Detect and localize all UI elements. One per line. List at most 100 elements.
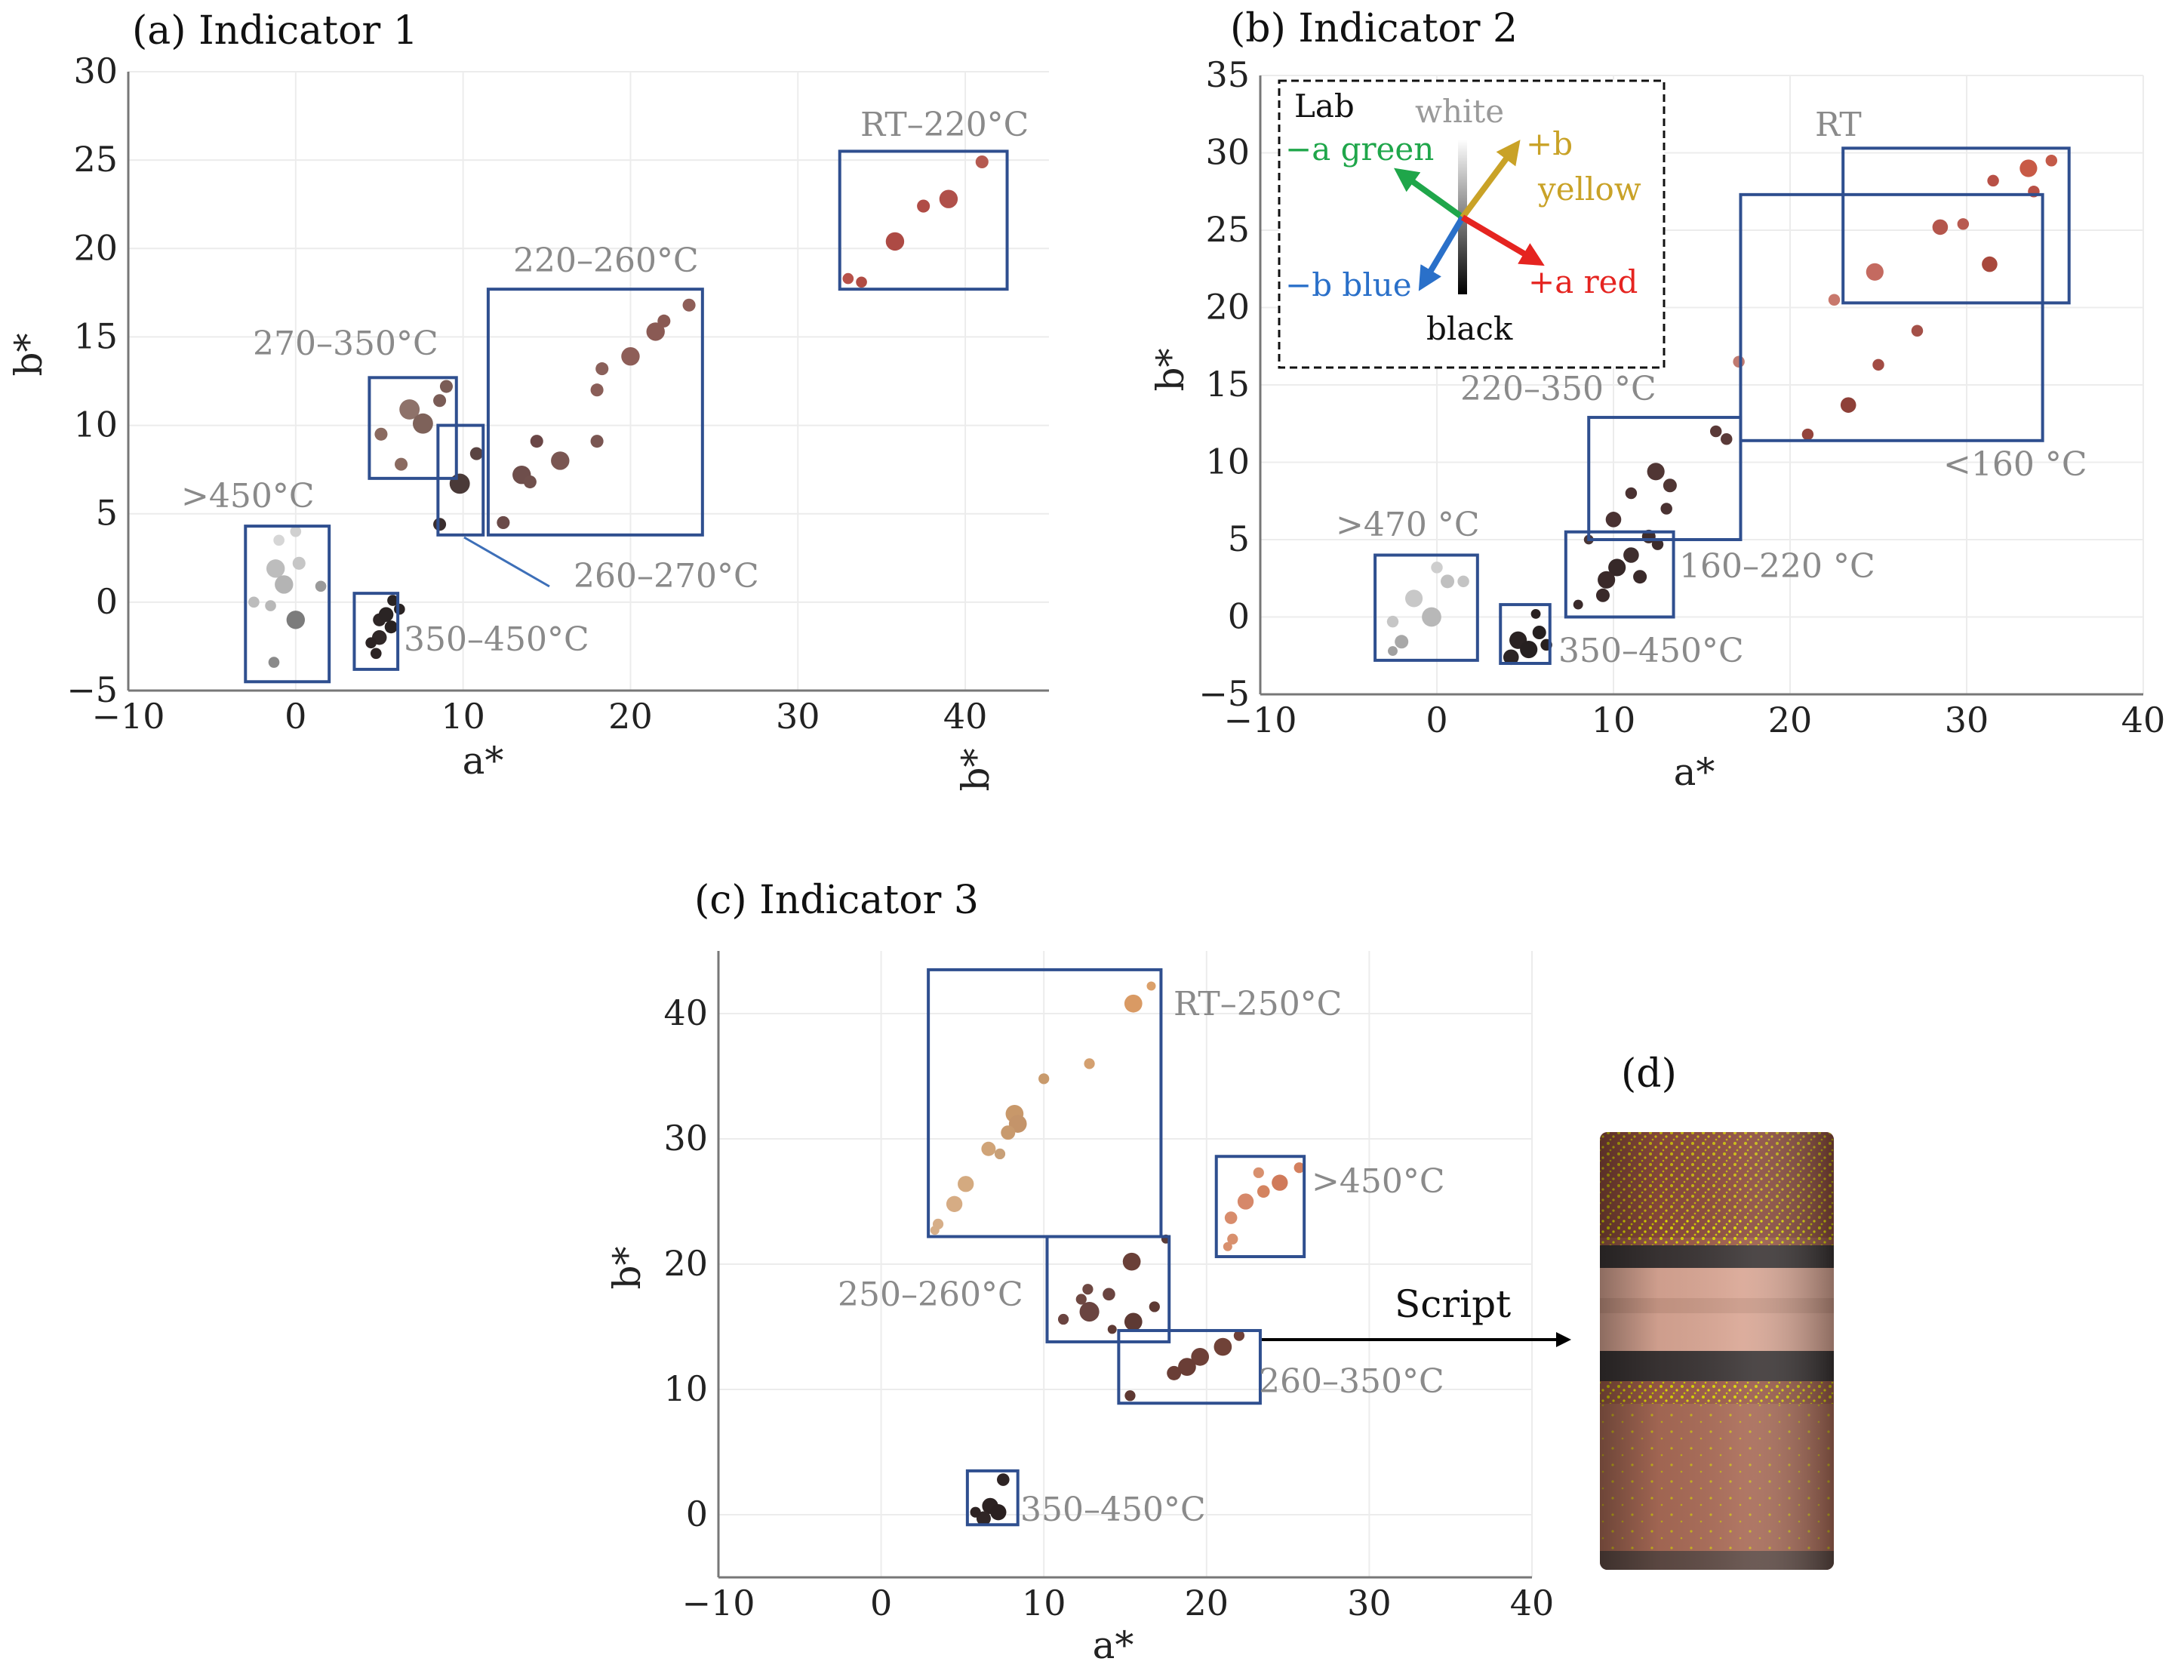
data-point: [981, 1141, 996, 1156]
data-point: [1233, 1330, 1245, 1341]
data-point: [1122, 1252, 1141, 1271]
x-tick-label: 20: [1185, 1583, 1229, 1623]
data-point: [1386, 615, 1399, 628]
temperature-region-label: 270–350°C: [253, 325, 438, 363]
temperature-region-label: 350–450°C: [404, 620, 589, 659]
y-tick-label: 10: [663, 1368, 708, 1409]
inset-black-label: black: [1426, 310, 1513, 347]
x-tick-label: 0: [285, 696, 306, 737]
temperature-region-box: [1739, 192, 2044, 442]
data-point: [1124, 1312, 1143, 1331]
data-point: [378, 607, 394, 623]
data-point: [1075, 1294, 1087, 1305]
data-point: [930, 1226, 940, 1235]
cylinder-photo: [1600, 1132, 1834, 1570]
temperature-region-box: [244, 525, 331, 684]
data-point: [1457, 575, 1469, 588]
data-point: [1167, 1365, 1182, 1380]
data-point: [433, 518, 447, 531]
temperature-region-label: 260–270°C: [574, 557, 759, 595]
y-tick-label: −5: [66, 669, 118, 710]
data-point: [939, 189, 958, 208]
data-point: [975, 155, 989, 169]
y-tick-label: 40: [663, 992, 708, 1033]
data-point: [1257, 1185, 1270, 1198]
data-point: [1149, 1301, 1160, 1312]
temperature-region-label: >470 °C: [1336, 506, 1480, 544]
y-tick-label: 30: [73, 51, 118, 91]
panel-a-title: (a) Indicator 1: [132, 8, 418, 54]
data-point: [1146, 981, 1156, 991]
data-point: [1866, 263, 1884, 281]
data-point: [1214, 1337, 1232, 1356]
temperature-region-label: RT: [1815, 106, 1862, 144]
x-tick-label: 30: [776, 696, 820, 737]
data-point: [290, 525, 302, 537]
data-point: [1530, 608, 1541, 619]
data-point: [1721, 433, 1733, 445]
data-point: [412, 413, 433, 434]
y-tick-label: 25: [1205, 209, 1250, 250]
y-tick-label: 10: [1205, 442, 1250, 482]
data-point: [1422, 607, 1441, 627]
data-point: [1595, 588, 1610, 602]
data-point: [1227, 1233, 1238, 1245]
yellow-arrow: [1460, 140, 1521, 220]
y-tick-label: 0: [686, 1494, 708, 1534]
green-arrow: [1394, 168, 1465, 220]
lab-color-space-inset: Lab white black −a green +b yellow: [1278, 79, 1666, 369]
data-point: [1532, 625, 1546, 640]
data-point: [399, 399, 420, 420]
x-tick-label: 30: [1347, 1583, 1392, 1623]
x-tick-label: −10: [681, 1583, 755, 1623]
data-point: [1982, 256, 1998, 272]
temperature-region-box: [1587, 416, 1743, 541]
data-point: [1651, 538, 1664, 550]
panel-b-ylabel: b*: [1149, 348, 1192, 391]
x-tick-label: 20: [608, 696, 653, 737]
data-point: [248, 596, 260, 608]
data-point: [1633, 570, 1647, 584]
data-point: [970, 1506, 981, 1518]
data-point: [1520, 640, 1538, 659]
temperature-region-box: [352, 592, 400, 671]
data-point: [1957, 218, 1970, 230]
x-tick-label: 10: [1022, 1583, 1066, 1623]
data-point: [990, 1504, 1007, 1521]
temperature-region-box: [1117, 1328, 1262, 1405]
x-tick-label: −10: [91, 696, 165, 737]
y-tick-label: 15: [73, 315, 118, 356]
data-point: [994, 1148, 1006, 1160]
inset-plus-b-label: +b: [1526, 125, 1573, 162]
panel-a-plot: −10 0 10 20 30 40 −5 0 5 10 15 20 25 30 RT–220°C 220–26…: [66, 51, 1049, 737]
data-point: [590, 435, 604, 448]
temperature-region-label: <160 °C: [1943, 445, 2087, 484]
data-point: [1084, 1058, 1095, 1069]
panel-c-ylabel: b*: [605, 1246, 649, 1289]
data-point: [917, 199, 931, 213]
data-point: [1103, 1288, 1115, 1301]
data-point: [1605, 512, 1622, 528]
temperature-region-label: RT–220°C: [860, 106, 1029, 144]
y-tick-label: −5: [1198, 673, 1250, 714]
y-tick-label: 10: [73, 405, 118, 445]
data-point: [1038, 1073, 1050, 1085]
temperature-region-label: 160–220 °C: [1679, 547, 1875, 586]
panel-d-title: (d): [1621, 1051, 1677, 1097]
data-point: [384, 620, 398, 634]
x-tick-label: 20: [1768, 700, 1813, 740]
data-point: [273, 534, 285, 546]
data-point: [268, 657, 280, 668]
data-point: [315, 580, 327, 592]
temperature-region-label: 250–260°C: [838, 1275, 1023, 1314]
data-point: [1840, 397, 1856, 413]
y-tick-label: 20: [73, 227, 118, 268]
data-point: [682, 298, 696, 312]
data-point: [1932, 219, 1949, 235]
data-point: [1124, 1390, 1136, 1402]
data-point: [1107, 1325, 1117, 1334]
temperature-region-label: 350–450°C: [1020, 1491, 1206, 1529]
data-point: [885, 232, 905, 251]
data-point: [523, 475, 537, 489]
